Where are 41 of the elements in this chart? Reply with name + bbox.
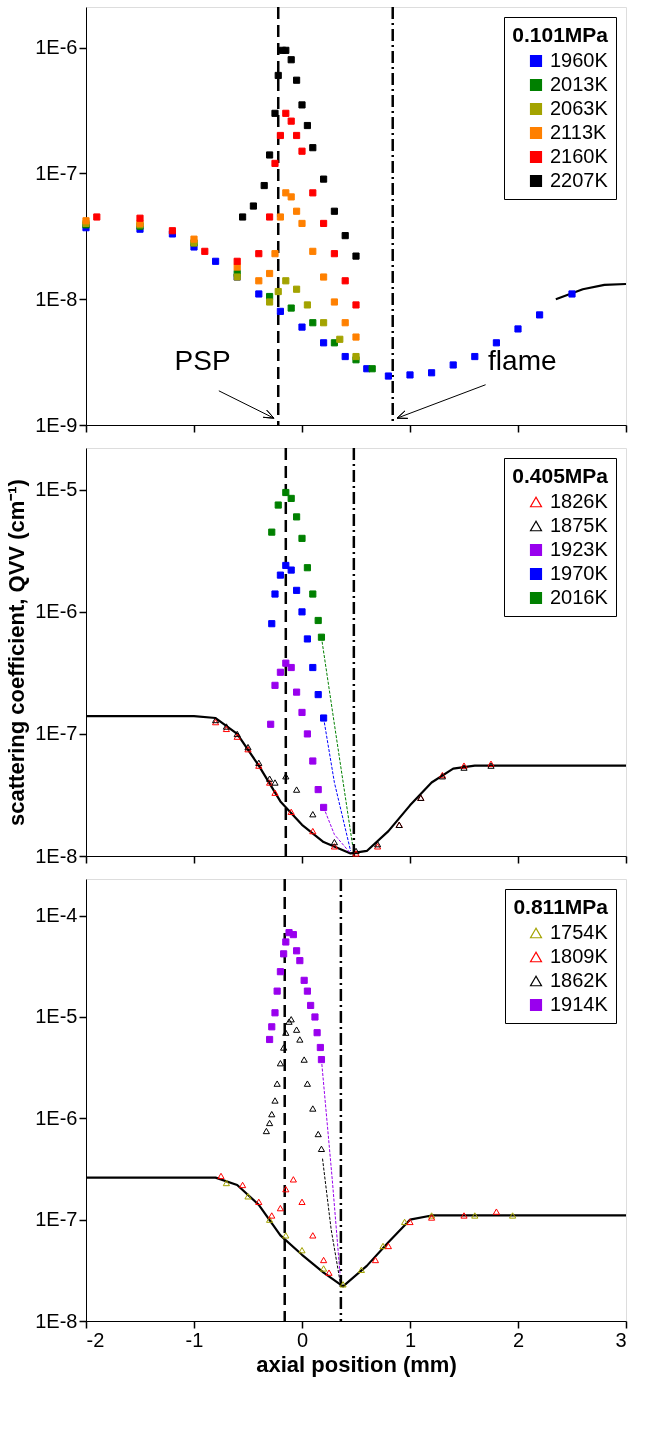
x-tick-label: 0 bbox=[296, 1328, 309, 1351]
y-axis-title: scattering coefficient, QVV (cm⁻¹) bbox=[4, 479, 30, 826]
y-tick-label: 1E-6 bbox=[35, 600, 78, 623]
y-tick-label: 1E-8 bbox=[35, 844, 78, 867]
legend-label: 1754K bbox=[550, 921, 609, 943]
y-tick-label: 1E-7 bbox=[35, 1208, 78, 1231]
x-tick-label: 3 bbox=[615, 1328, 627, 1351]
legend-label: 1923K bbox=[550, 538, 609, 560]
legend-label: 2160K bbox=[550, 145, 609, 167]
y-tick-label: 1E-5 bbox=[35, 478, 78, 501]
y-tick-label: 1E-7 bbox=[35, 722, 78, 745]
legend-label: 1826K bbox=[550, 490, 609, 512]
legend-label: 1862K bbox=[550, 969, 609, 991]
y-tick-label: 1E-6 bbox=[35, 1106, 78, 1129]
legend-label: 2063K bbox=[550, 97, 609, 119]
annotation: flame bbox=[488, 344, 557, 376]
x-axis-title: axial position (mm) bbox=[256, 1351, 457, 1377]
y-tick-label: 1E-8 bbox=[35, 1309, 78, 1332]
x-tick-label: 1 bbox=[404, 1328, 417, 1351]
y-tick-label: 1E-7 bbox=[35, 161, 78, 184]
y-tick-label: 1E-9 bbox=[35, 413, 78, 436]
legend-label: 2016K bbox=[550, 586, 609, 608]
annotation: PSP bbox=[174, 344, 231, 376]
legend-label: 1960K bbox=[550, 49, 609, 71]
legend-label: 1875K bbox=[550, 514, 609, 536]
x-tick-label: 2 bbox=[512, 1328, 525, 1351]
legend-title: 0.405MPa bbox=[512, 464, 609, 487]
legend-title: 0.101MPa bbox=[512, 23, 609, 46]
legend-label: 2207K bbox=[550, 169, 609, 191]
legend-label: 1914K bbox=[550, 993, 609, 1015]
x-tick-label: -1 bbox=[185, 1328, 204, 1351]
legend-label: 1970K bbox=[550, 562, 609, 584]
legend-label: 2113K bbox=[550, 121, 608, 143]
x-tick-label: -2 bbox=[86, 1328, 105, 1351]
y-tick-label: 1E-5 bbox=[35, 1005, 78, 1028]
y-tick-label: 1E-4 bbox=[35, 904, 78, 927]
legend-label: 2013K bbox=[550, 73, 609, 95]
y-tick-label: 1E-6 bbox=[35, 36, 78, 59]
legend-title: 0.811MPa bbox=[513, 895, 609, 918]
legend-label: 1809K bbox=[550, 945, 609, 967]
y-tick-label: 1E-8 bbox=[35, 287, 78, 310]
